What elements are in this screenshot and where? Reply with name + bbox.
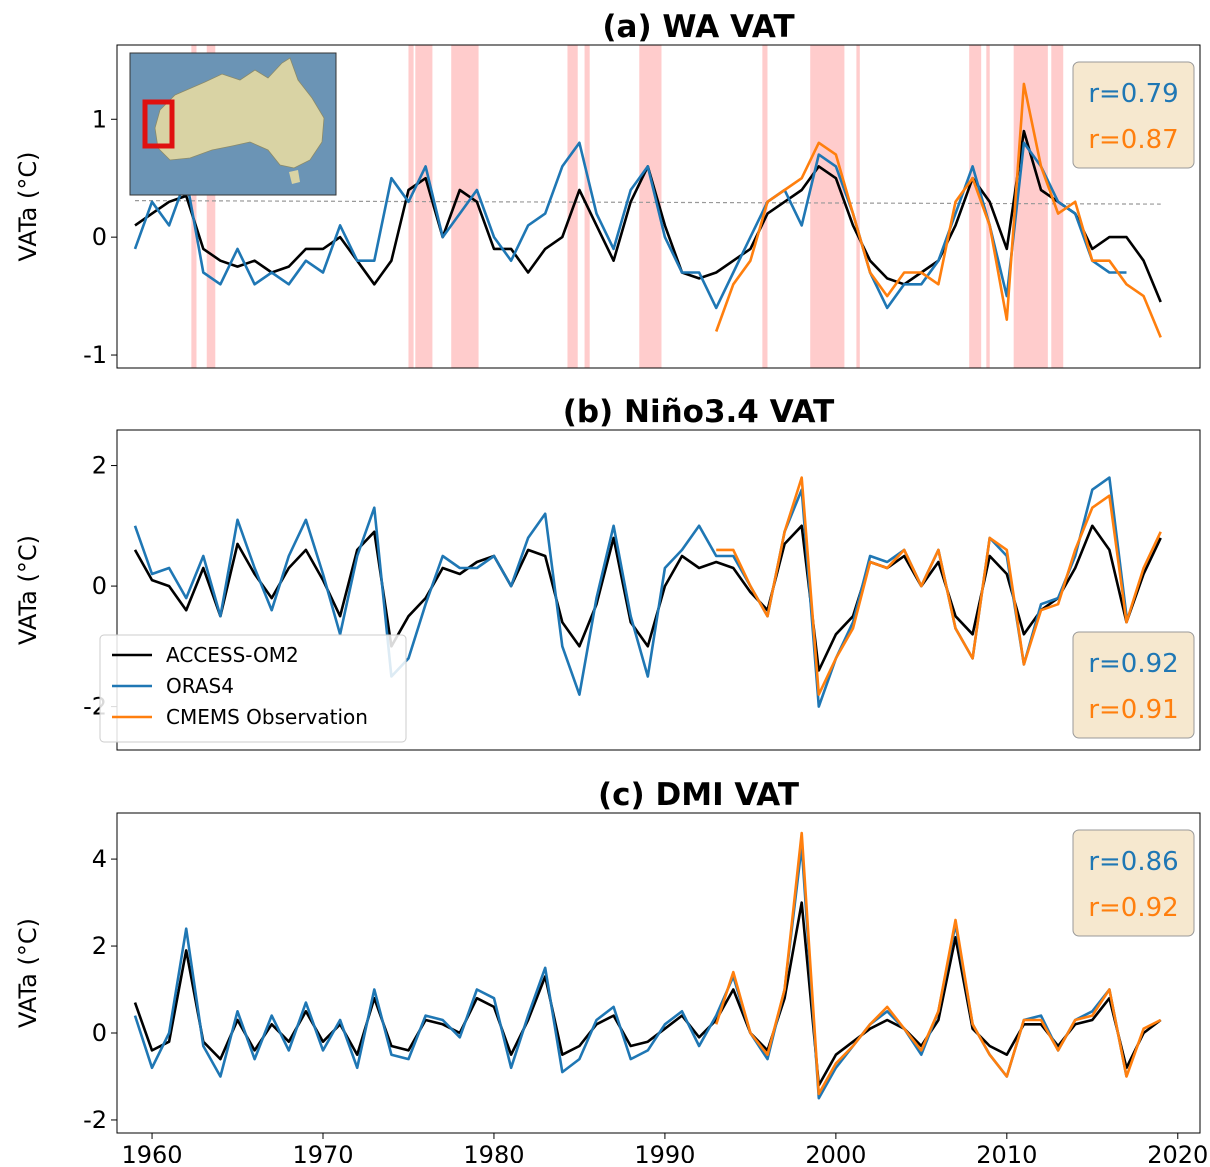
- figure: -1 0 1 (a) WA VAT VATa (°C) r=0.79 r=0.87 -2 0 2 (…: [0, 0, 1210, 1163]
- y-tick-label: -2: [83, 1106, 107, 1134]
- annotation-text: r=0.92: [1088, 649, 1178, 679]
- y-tick-label: 0: [92, 1019, 107, 1047]
- y-tick-label: 2: [92, 932, 107, 960]
- x-tick-label: 2020: [1147, 1141, 1208, 1163]
- heatwave-span: [856, 45, 859, 368]
- legend-label: ORAS4: [166, 674, 234, 698]
- chart-title: (b) Niño3.4 VAT: [563, 394, 835, 430]
- annotation-text: r=0.91: [1088, 695, 1178, 725]
- plot-frame: [117, 813, 1200, 1133]
- heatwave-span: [1051, 45, 1063, 368]
- heatwave-span: [1014, 45, 1048, 368]
- series-line: [135, 846, 1127, 1098]
- inset-map: [130, 53, 336, 195]
- heatwave-span: [969, 45, 981, 368]
- x-tick-label: 2010: [976, 1141, 1037, 1163]
- series-line: [135, 903, 1161, 1086]
- chart-panel: -2 0 2 4 1960 1970 1980 1990 2000 2010 2020 (c) DMI…: [14, 777, 1208, 1163]
- annotation-text: r=0.92: [1088, 893, 1178, 923]
- legend-label: ACCESS-OM2: [166, 643, 299, 667]
- y-axis-label: VATa (°C): [14, 535, 42, 645]
- legend-label: CMEMS Observation: [166, 705, 368, 729]
- chart-title: (a) WA VAT: [602, 9, 794, 45]
- x-tick-label: 1980: [463, 1141, 524, 1163]
- annotation-text: r=0.87: [1088, 125, 1178, 155]
- y-tick-label: 0: [92, 223, 107, 251]
- y-tick-label: 0: [92, 572, 107, 600]
- y-tick-label: -1: [83, 341, 107, 369]
- x-tick-label: 1970: [292, 1141, 353, 1163]
- plot-area: [135, 833, 1161, 1098]
- y-axis-label: VATa (°C): [14, 152, 42, 262]
- x-tick-label: 1990: [634, 1141, 695, 1163]
- annotation-text: r=0.79: [1088, 79, 1178, 109]
- chart-title: (c) DMI VAT: [598, 777, 799, 813]
- annotation-text: r=0.86: [1088, 847, 1178, 877]
- heatwave-span: [986, 45, 989, 368]
- heatwave-span: [408, 45, 413, 368]
- x-tick-label: 2000: [805, 1141, 866, 1163]
- y-axis-label: VATa (°C): [14, 918, 42, 1028]
- y-tick-label: 2: [92, 452, 107, 480]
- heatwave-span: [415, 45, 432, 368]
- x-tick-label: 1960: [122, 1141, 183, 1163]
- y-tick-label: 1: [92, 105, 107, 133]
- y-tick-label: 4: [92, 845, 107, 873]
- heatwave-span: [810, 45, 844, 368]
